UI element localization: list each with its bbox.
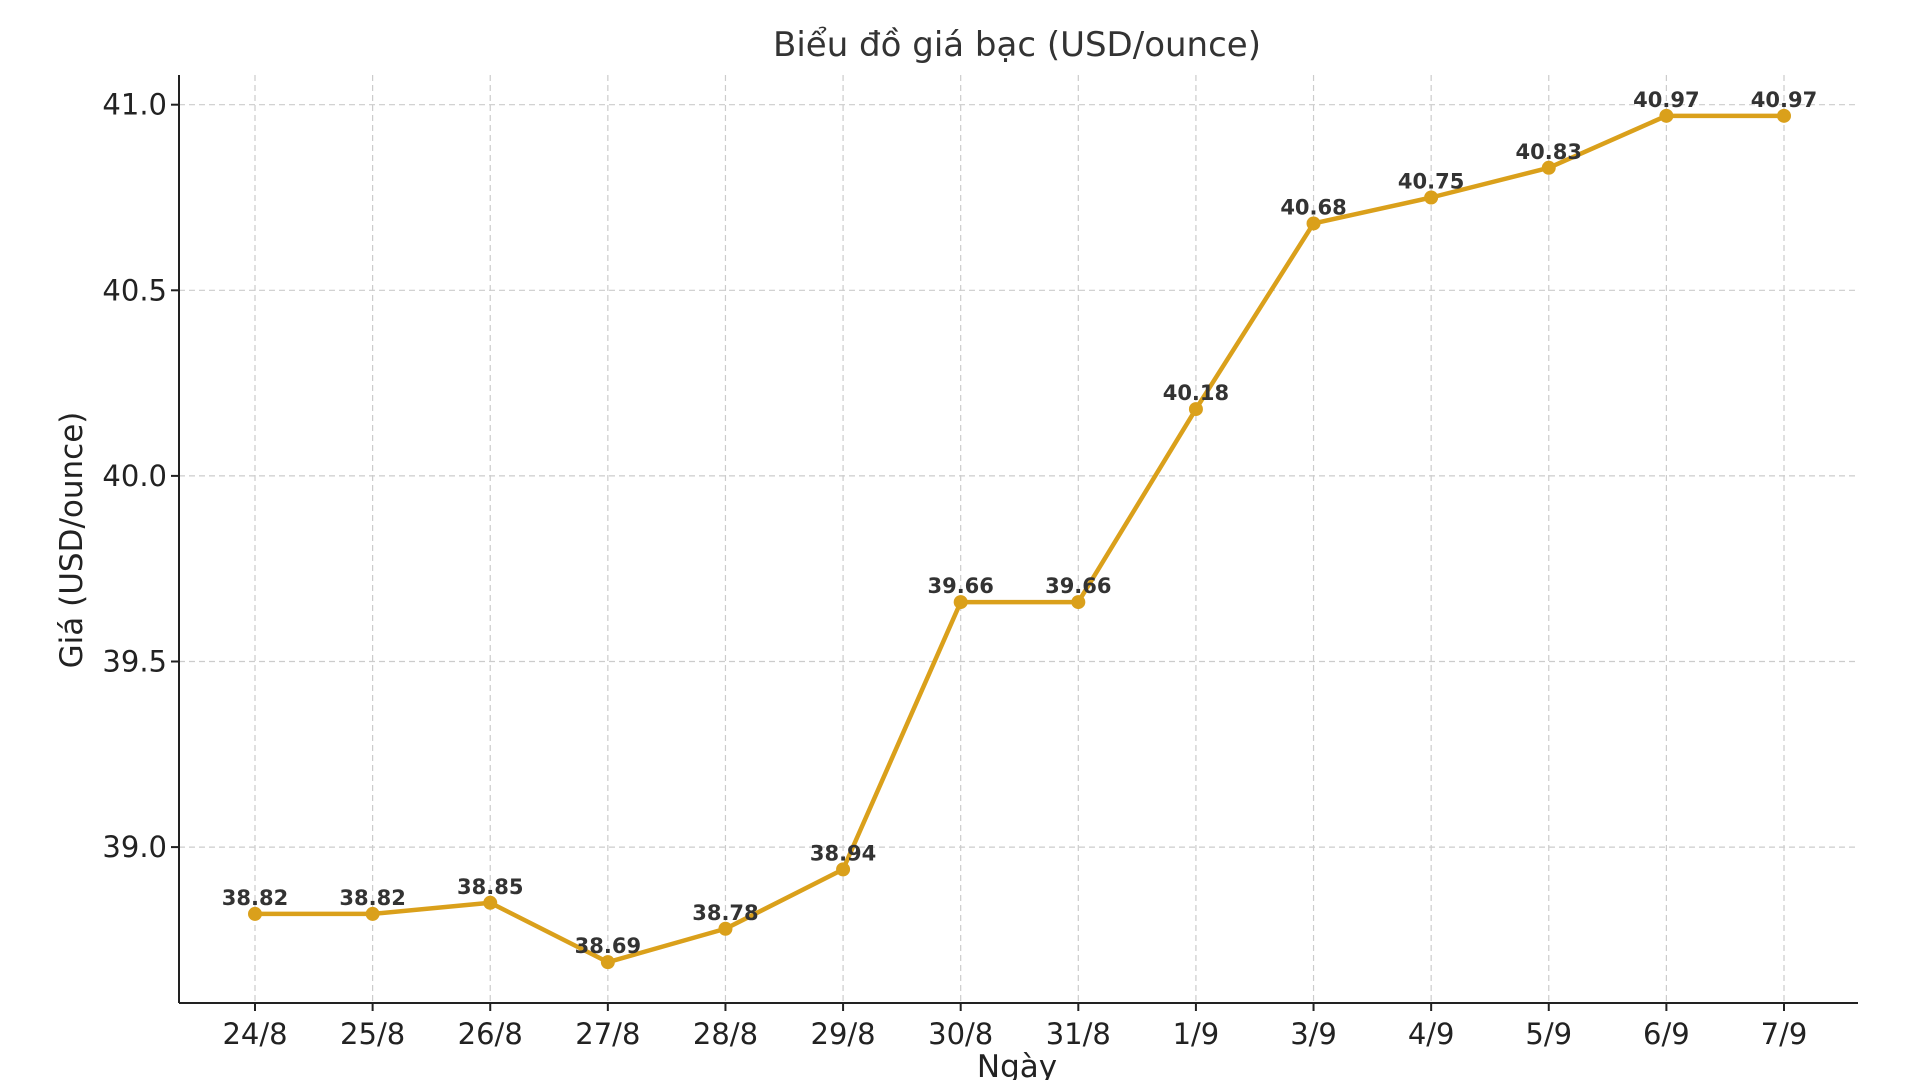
data-label: 38.85 (457, 875, 523, 899)
data-label: 40.75 (1398, 169, 1464, 193)
y-tick-label: 41.0 (102, 88, 167, 122)
data-point (600, 955, 615, 970)
data-labels: 38.82 38.82 38.85 38.69 38.78 38.94 39.66 39.66… (222, 88, 1817, 958)
series-line (255, 113, 1784, 965)
data-label: 38.82 (222, 886, 288, 910)
data-point (1071, 595, 1086, 610)
y-tick-label: 39.5 (102, 644, 167, 678)
x-tick-label: 6/9 (1643, 1017, 1690, 1051)
y-tick-label: 40.5 (102, 273, 167, 307)
x-tick-label: 7/9 (1761, 1017, 1808, 1051)
x-tick-label: 3/9 (1290, 1017, 1337, 1051)
series-layer (248, 108, 1791, 970)
data-label: 40.68 (1280, 195, 1346, 219)
data-label: 38.94 (810, 841, 876, 865)
x-tick-label: 27/8 (575, 1017, 640, 1051)
data-point (483, 895, 498, 910)
x-ticks: 24/8 25/8 26/8 27/8 28/8 29/8 30/8 31/8 1/9 3/9 4/… (222, 1003, 1807, 1051)
data-point (953, 595, 968, 610)
data-point (1188, 402, 1203, 417)
data-label: 38.69 (575, 934, 641, 958)
x-tick-label: 24/8 (222, 1017, 287, 1051)
y-tick-label: 39.0 (102, 830, 167, 864)
data-label: 40.97 (1633, 88, 1699, 112)
x-tick-label: 26/8 (458, 1017, 523, 1051)
data-label: 40.97 (1751, 88, 1817, 112)
data-label: 39.66 (927, 574, 993, 598)
data-point (1306, 216, 1321, 231)
x-tick-label: 30/8 (928, 1017, 993, 1051)
data-point (836, 862, 851, 877)
data-point (1777, 108, 1791, 123)
data-point (1424, 190, 1439, 205)
x-tick-label: 1/9 (1173, 1017, 1220, 1051)
x-tick-label: 29/8 (811, 1017, 876, 1051)
data-label: 38.78 (692, 901, 758, 925)
data-label: 40.83 (1516, 140, 1582, 164)
x-tick-label: 31/8 (1046, 1017, 1111, 1051)
x-tick-label: 4/9 (1408, 1017, 1455, 1051)
data-label: 38.82 (339, 886, 405, 910)
axes-layer (178, 75, 1858, 1004)
x-tick-label: 28/8 (693, 1017, 758, 1051)
data-label: 40.18 (1163, 381, 1229, 405)
data-point (1541, 160, 1556, 175)
chart-title: Biểu đồ giá bạc (USD/ounce) (773, 25, 1261, 65)
y-tick-label: 40.0 (102, 459, 167, 493)
data-point (1659, 108, 1674, 123)
grid-layer (179, 75, 1858, 1003)
data-point (248, 906, 262, 921)
data-point (718, 921, 733, 936)
data-point (365, 906, 380, 921)
x-tick-label: 25/8 (340, 1017, 405, 1051)
x-tick-label: 5/9 (1525, 1017, 1572, 1051)
y-axis-title: Giá (USD/ounce) (54, 412, 90, 669)
x-axis-title: Ngày (977, 1049, 1057, 1080)
y-ticks: 39.0 39.5 40.0 40.5 41.0 (102, 88, 179, 864)
data-label: 39.66 (1045, 574, 1111, 598)
